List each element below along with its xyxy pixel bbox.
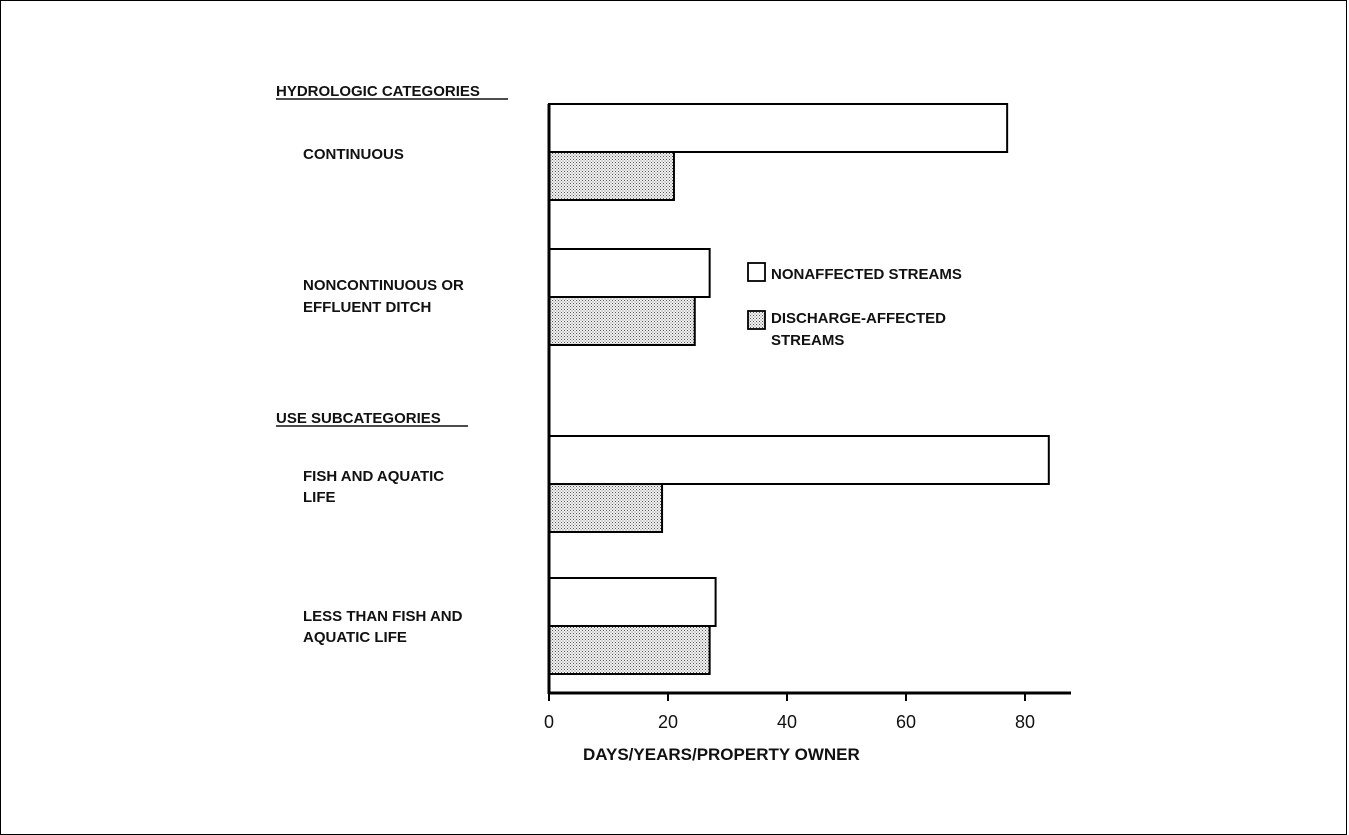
x-tick-label-80: 80 — [1015, 712, 1035, 732]
legend-label-discharge-line2: STREAMS — [771, 332, 844, 349]
category-label-fish-line1: FISH AND AQUATIC — [303, 468, 444, 485]
category-label-fish-line2: LIFE — [303, 489, 336, 506]
x-tick-label-0: 0 — [544, 712, 554, 732]
x-tick-label-40: 40 — [777, 712, 797, 732]
x-ticks-group: 0 20 40 60 80 — [544, 693, 1035, 732]
bar-discharge-less-than — [548, 625, 711, 675]
category-label-less-than-line1: LESS THAN FISH AND — [303, 608, 463, 625]
legend-swatch-discharge — [747, 310, 766, 330]
section-header-hydrologic: HYDROLOGIC CATEGORIES — [276, 83, 480, 100]
category-label-continuous: CONTINUOUS — [303, 146, 404, 163]
bar-nonaffected-continuous — [548, 103, 1009, 153]
section-header-use: USE SUBCATEGORIES — [276, 410, 441, 427]
bar-nonaffected-noncontinuous — [548, 248, 711, 298]
legend-swatch-nonaffected — [747, 262, 766, 282]
bar-discharge-continuous — [548, 151, 675, 201]
legend-label-nonaffected: NONAFFECTED STREAMS — [771, 266, 962, 283]
x-tick-label-60: 60 — [896, 712, 916, 732]
legend-label-discharge-line1: DISCHARGE-AFFECTED — [771, 310, 946, 327]
category-label-less-than-line2: AQUATIC LIFE — [303, 629, 407, 646]
bar-discharge-noncontinuous — [548, 296, 696, 346]
x-axis-label: DAYS/YEARS/PROPERTY OWNER — [583, 745, 860, 764]
bar-nonaffected-fish — [548, 435, 1050, 485]
bar-discharge-fish — [548, 483, 664, 533]
category-label-noncontinuous-line1: NONCONTINUOUS OR — [303, 277, 464, 294]
bar-nonaffected-less-than — [548, 577, 717, 627]
category-label-noncontinuous-line2: EFFLUENT DITCH — [303, 299, 431, 316]
x-tick-label-20: 20 — [658, 712, 678, 732]
bars-group — [548, 103, 1050, 675]
